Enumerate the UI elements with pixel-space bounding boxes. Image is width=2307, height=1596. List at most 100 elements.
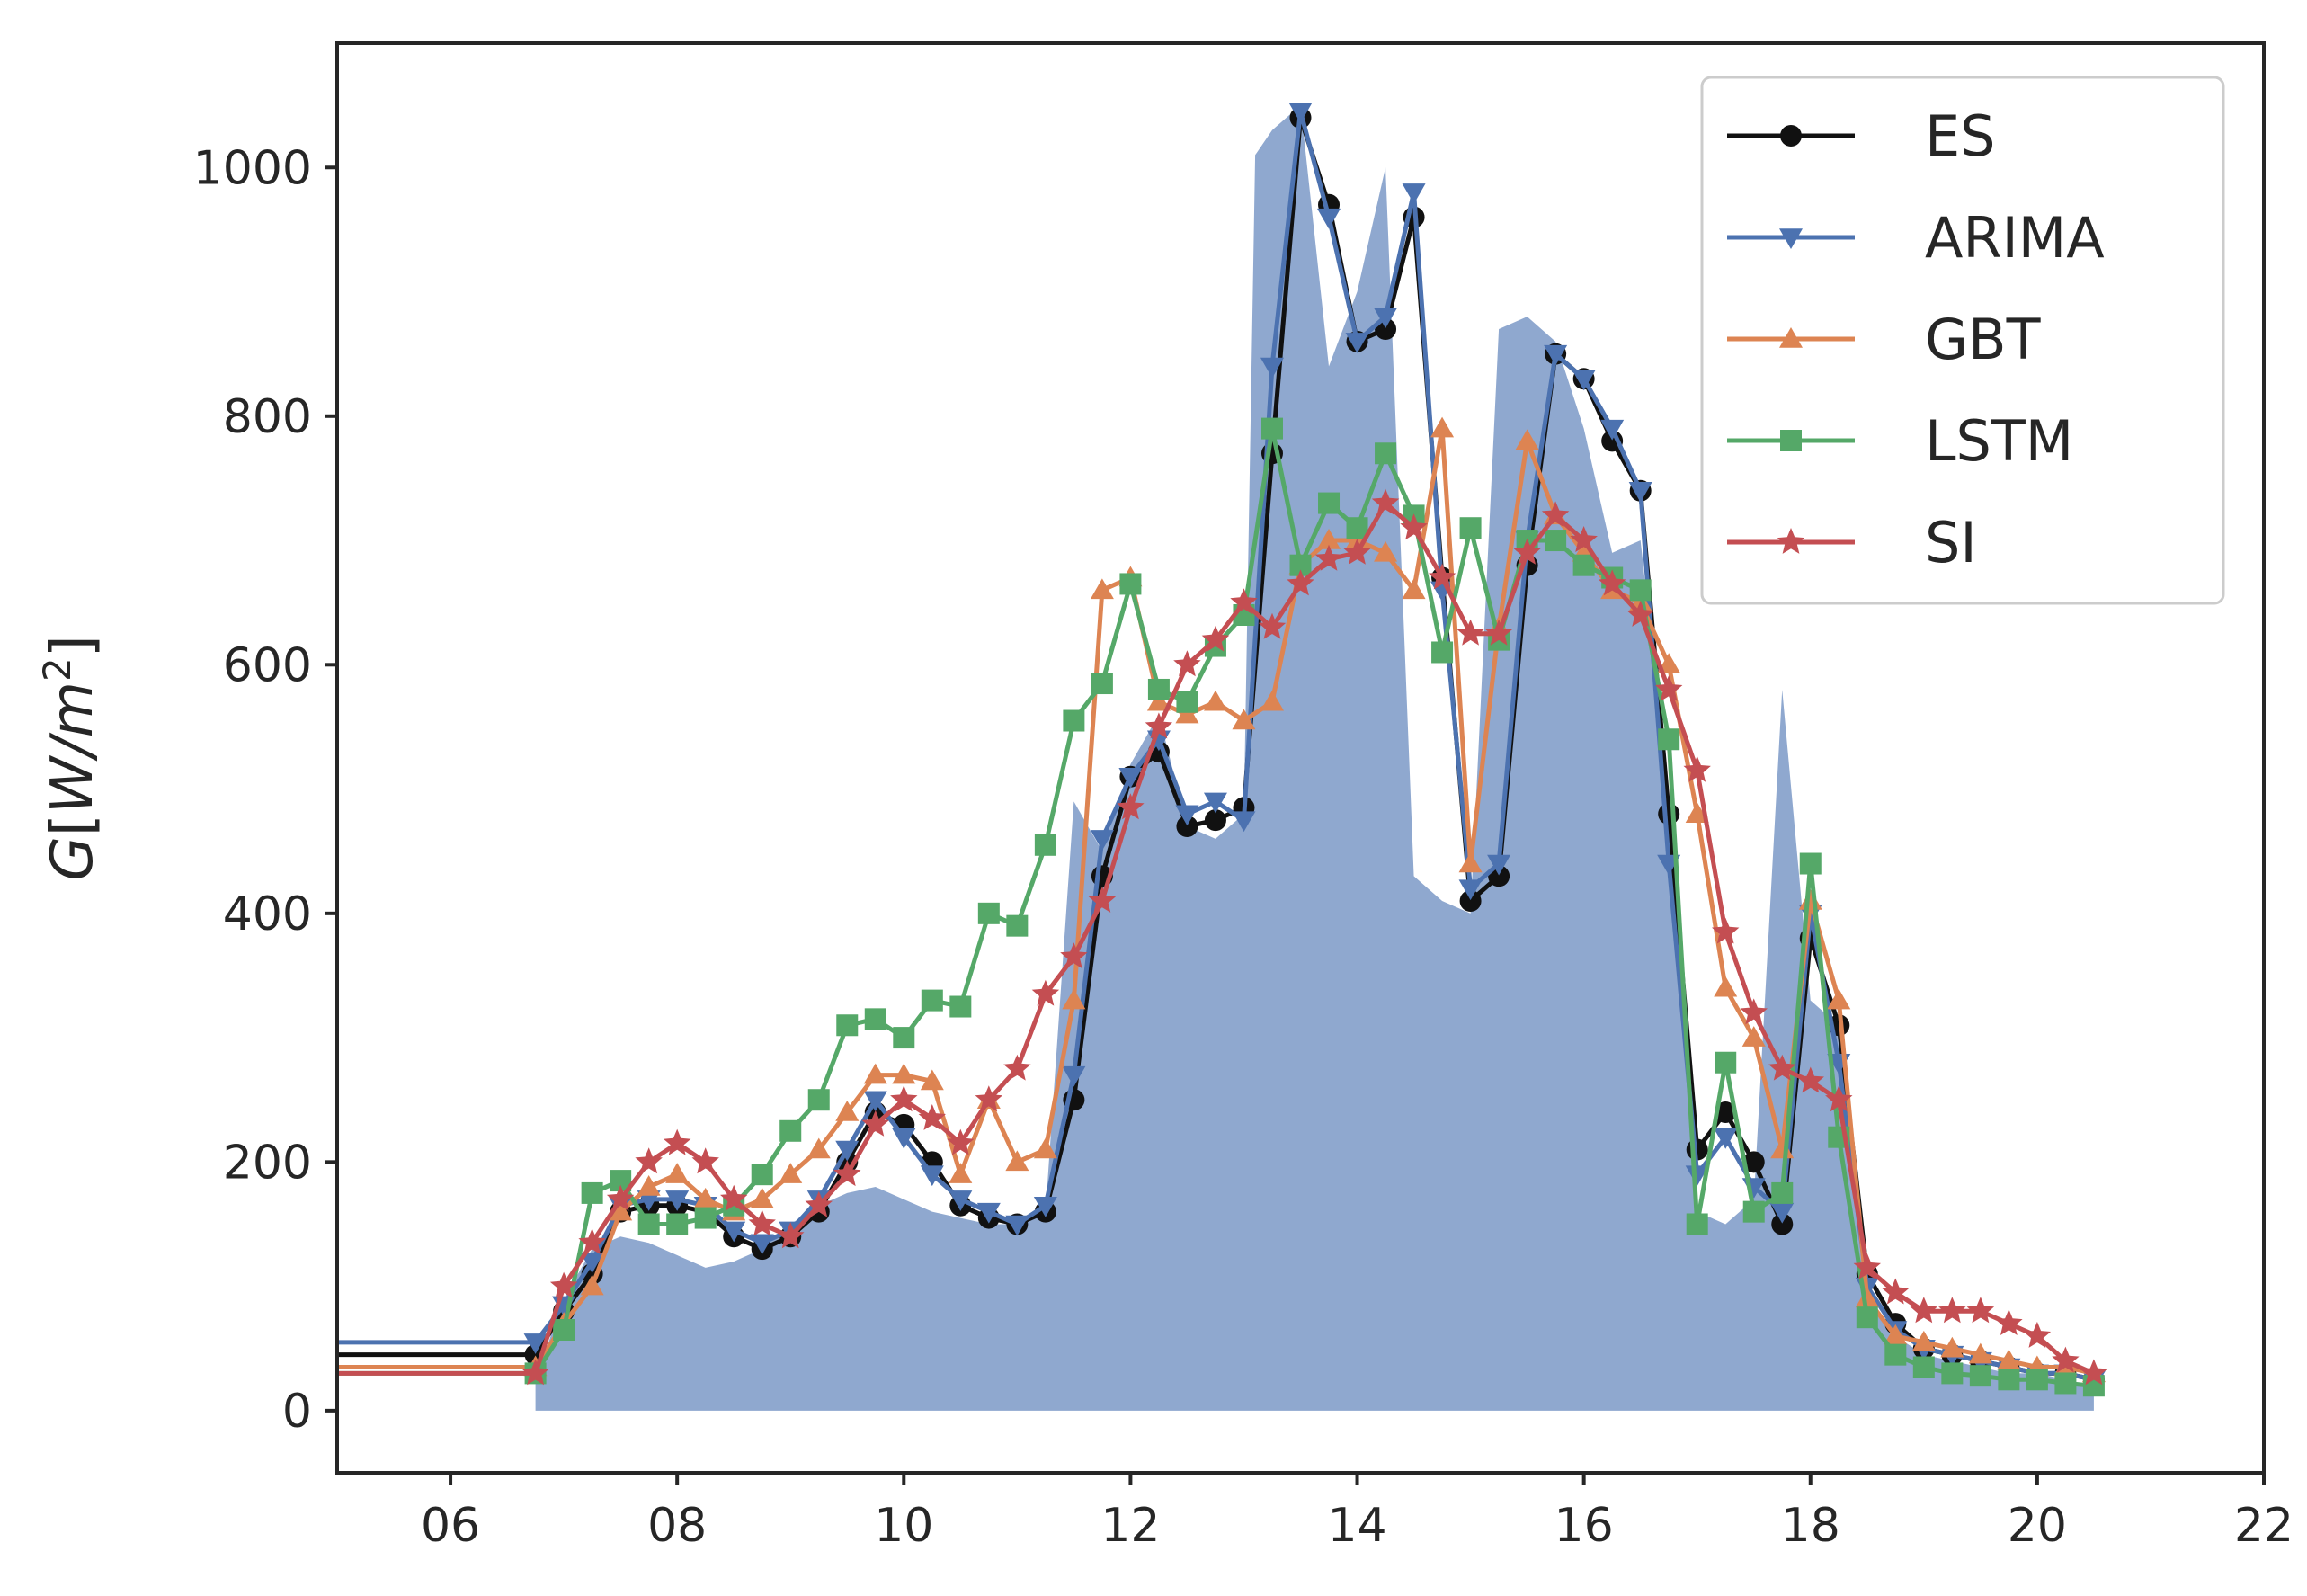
data-point-si bbox=[833, 1160, 861, 1187]
y-axis-label-unit: W/m bbox=[40, 682, 106, 814]
data-point-arima bbox=[976, 1202, 1001, 1224]
data-point-arima bbox=[1487, 854, 1511, 876]
legend-label-lstm: LSTM bbox=[1925, 408, 2073, 474]
legend-marker bbox=[1780, 125, 1802, 147]
y-tick-label: 1000 bbox=[193, 141, 312, 195]
data-point-si bbox=[1145, 712, 1173, 739]
data-point-si bbox=[720, 1184, 748, 1211]
data-point-lstm bbox=[779, 1119, 802, 1142]
x-tick-label: 18 bbox=[1781, 1499, 1840, 1553]
data-point-gbt bbox=[1062, 988, 1086, 1010]
data-point-arima bbox=[835, 1140, 860, 1162]
data-point-si bbox=[1598, 569, 1626, 596]
x-tick-label: 16 bbox=[1554, 1499, 1614, 1553]
data-point-arima bbox=[1203, 792, 1227, 814]
data-point-lstm bbox=[1969, 1365, 1991, 1387]
data-point-gbt bbox=[1317, 529, 1341, 549]
data-point-gbt bbox=[779, 1163, 803, 1183]
data-point-gbt bbox=[1090, 578, 1114, 600]
data-point-si bbox=[1371, 488, 1400, 515]
data-point-si bbox=[521, 1359, 549, 1386]
data-point-arima bbox=[1288, 103, 1313, 124]
y-tick-label: 200 bbox=[223, 1136, 312, 1190]
y-tick-label: 600 bbox=[223, 638, 312, 692]
data-point-gbt bbox=[1884, 1324, 1908, 1345]
legend-item-si: SI bbox=[1727, 510, 1977, 575]
data-point-si bbox=[1003, 1054, 1031, 1081]
data-point-lstm bbox=[2026, 1369, 2048, 1391]
data-point-lstm bbox=[1658, 728, 1680, 751]
data-point-gbt bbox=[1714, 976, 1738, 997]
x-axis: 06 08 10 12 14 16 18 20 22 bbox=[421, 1473, 2294, 1553]
data-point-arima bbox=[722, 1221, 746, 1243]
y-axis-label: G[W/m2] bbox=[35, 635, 106, 880]
x-tick-label: 10 bbox=[874, 1499, 933, 1553]
data-point-si bbox=[861, 1110, 889, 1137]
data-point-si bbox=[2052, 1346, 2080, 1373]
data-point-arima bbox=[1714, 1128, 1738, 1149]
data-point-gbt bbox=[1827, 988, 1851, 1010]
legend-label-gbt: GBT bbox=[1925, 307, 2042, 372]
data-point-lstm bbox=[1318, 492, 1341, 514]
plot-frame bbox=[335, 41, 2266, 1475]
data-point-arima bbox=[1572, 370, 1596, 391]
data-point-si bbox=[1173, 650, 1201, 677]
data-point-es bbox=[1658, 803, 1680, 825]
data-point-si bbox=[1060, 942, 1088, 969]
data-point-arima bbox=[1770, 1202, 1795, 1224]
data-point-gbt bbox=[1033, 1137, 1057, 1159]
legend-box bbox=[1700, 76, 2225, 605]
data-point-lstm bbox=[1091, 673, 1113, 695]
data-point-gbt bbox=[609, 1199, 633, 1221]
data-point-arima bbox=[949, 1190, 973, 1211]
data-point-lstm bbox=[1346, 517, 1368, 539]
data-point-si bbox=[1428, 563, 1456, 590]
data-point-si bbox=[1314, 544, 1343, 571]
data-point-si bbox=[1088, 887, 1117, 913]
legend-label-es: ES bbox=[1925, 103, 1996, 169]
legend-marker bbox=[1779, 327, 1803, 348]
data-point-si bbox=[635, 1147, 663, 1174]
data-point-si bbox=[1626, 601, 1654, 627]
data-point-gbt bbox=[1968, 1342, 1992, 1364]
data-point-arima bbox=[1260, 357, 1284, 379]
data-point-gbt bbox=[1940, 1336, 1964, 1358]
data-point-es bbox=[1176, 816, 1198, 838]
data-point-gbt bbox=[1374, 540, 1398, 562]
data-point-lstm bbox=[1941, 1362, 1964, 1385]
data-point-si bbox=[691, 1147, 719, 1174]
data-point-gbt bbox=[665, 1163, 690, 1183]
data-point-gbt bbox=[1430, 416, 1455, 438]
data-point-si bbox=[947, 1128, 975, 1155]
data-point-arima bbox=[1005, 1215, 1029, 1236]
series-si bbox=[337, 488, 2108, 1386]
data-point-si bbox=[1570, 526, 1598, 552]
data-point-lstm bbox=[949, 995, 972, 1018]
data-point-si bbox=[1825, 1085, 1853, 1112]
y-axis: 0 200 400 600 800 1000 bbox=[193, 141, 337, 1439]
data-point-arima bbox=[1232, 811, 1256, 833]
data-point-si bbox=[1910, 1297, 1937, 1324]
data-point-lstm bbox=[694, 1207, 717, 1229]
data-point-arima bbox=[1374, 308, 1398, 329]
legend-item-es: ES bbox=[1727, 103, 1996, 169]
data-point-lstm bbox=[1459, 517, 1482, 539]
data-point-lstm bbox=[977, 902, 1000, 924]
shaded-area bbox=[535, 105, 2094, 1411]
data-point-gbt bbox=[806, 1137, 831, 1159]
data-point-si bbox=[1655, 675, 1683, 701]
data-point-es bbox=[1771, 1213, 1794, 1235]
data-point-lstm bbox=[1715, 1051, 1737, 1074]
data-point-es bbox=[1742, 1151, 1765, 1173]
data-point-si bbox=[1201, 625, 1230, 652]
data-point-si bbox=[549, 1271, 578, 1298]
data-point-gbt bbox=[1855, 1287, 1879, 1308]
data-point-arima bbox=[665, 1190, 690, 1211]
data-point-gbt bbox=[1175, 702, 1199, 724]
data-point-gbt bbox=[1685, 802, 1709, 823]
data-point-lstm bbox=[1629, 579, 1652, 602]
data-point-si bbox=[578, 1228, 606, 1255]
data-point-lstm bbox=[807, 1089, 830, 1111]
data-point-lstm bbox=[921, 989, 943, 1012]
x-tick-label: 22 bbox=[2234, 1499, 2294, 1553]
